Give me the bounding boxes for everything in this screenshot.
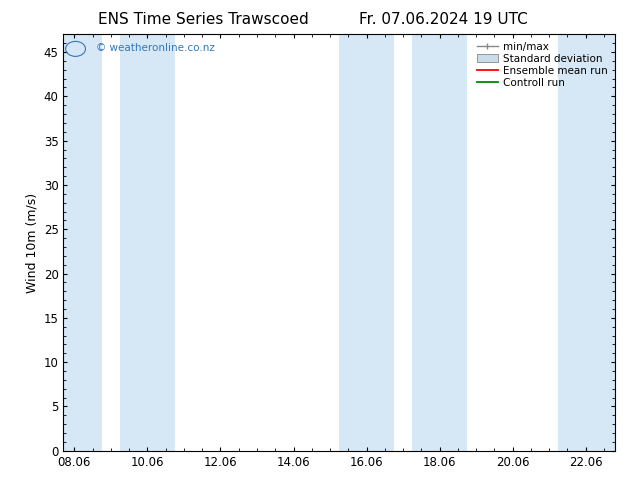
Text: ENS Time Series Trawscoed: ENS Time Series Trawscoed xyxy=(98,12,308,27)
Bar xyxy=(339,34,394,451)
Text: © weatheronline.co.nz: © weatheronline.co.nz xyxy=(96,43,216,52)
Bar xyxy=(412,34,467,451)
Y-axis label: Wind 10m (m/s): Wind 10m (m/s) xyxy=(25,193,38,293)
Bar xyxy=(63,34,101,451)
Text: Fr. 07.06.2024 19 UTC: Fr. 07.06.2024 19 UTC xyxy=(359,12,528,27)
Bar xyxy=(120,34,175,451)
Bar xyxy=(559,34,615,451)
Legend: min/max, Standard deviation, Ensemble mean run, Controll run: min/max, Standard deviation, Ensemble me… xyxy=(475,40,610,90)
